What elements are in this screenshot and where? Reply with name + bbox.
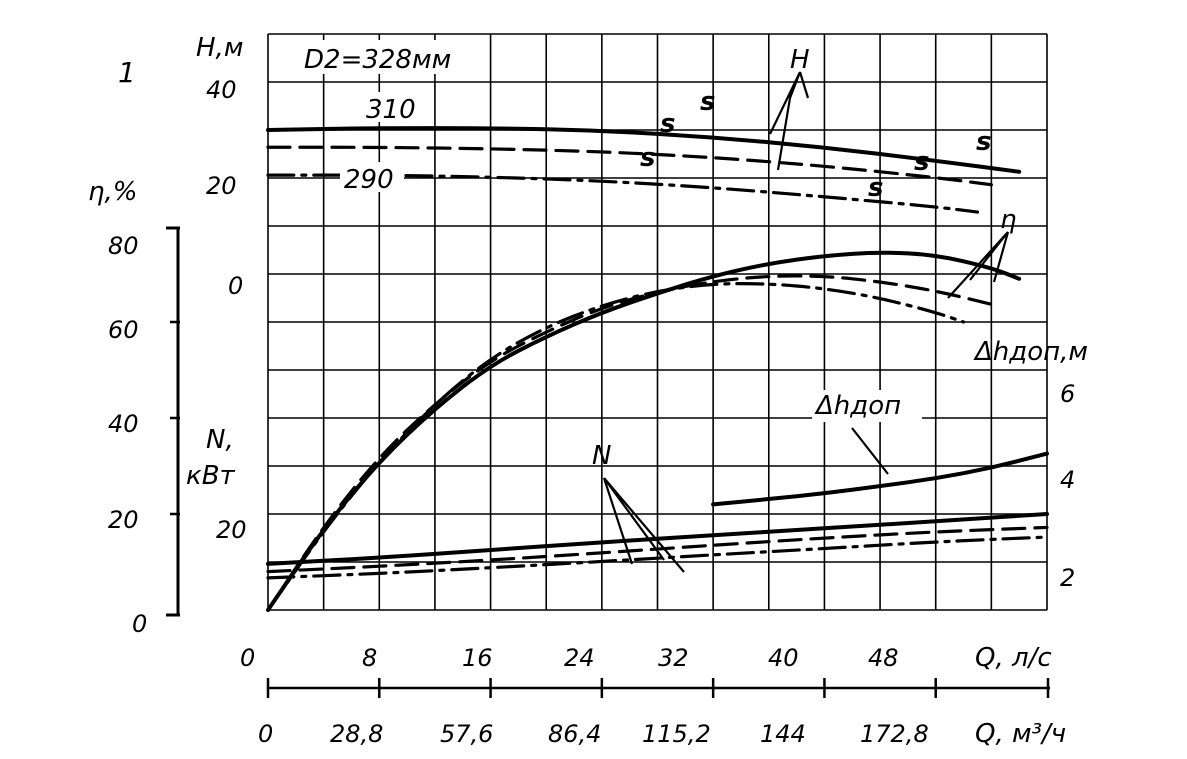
head-tick-40: 40: [206, 76, 237, 104]
power-curve-290: [266, 535, 1049, 580]
efficiency-tick-40: 40: [108, 410, 139, 438]
x2-tick-144: 144: [760, 720, 806, 748]
x2-tick-86-4: 86,4: [548, 720, 601, 748]
head-tick-0: 0: [228, 272, 243, 300]
efficiency-tick-20: 20: [108, 506, 139, 534]
leader-lines: [602, 71, 1010, 573]
x2-tick-57-6: 57,6: [440, 720, 493, 748]
x2-tick-28-8: 28,8: [330, 720, 383, 748]
x-tick-8: 8: [362, 644, 377, 672]
figure-number: 1: [118, 56, 136, 89]
x2-tick-172-8: 172,8: [860, 720, 929, 748]
npsh-tick-6: 6: [1060, 380, 1075, 408]
npsh-tick-4: 4: [1060, 466, 1075, 494]
power-group-label: N: [592, 441, 611, 471]
s-marker: s: [976, 127, 991, 157]
npsh-axis-label: Δhдоп,м: [973, 337, 1088, 367]
npsh-curve-main: [711, 451, 1049, 507]
s-marker: s: [700, 87, 715, 117]
x2-tick-115-2: 115,2: [642, 720, 711, 748]
s-marker: s: [660, 109, 675, 139]
s-marker: s: [914, 147, 929, 177]
x-tick-24: 24: [564, 644, 595, 672]
head-tick-20: 20: [206, 172, 237, 200]
x-tick-48: 48: [868, 644, 899, 672]
efficiency-group-label: η: [1000, 205, 1016, 235]
power-tick-20: 20: [216, 516, 247, 544]
x2-tick-0: 0: [258, 720, 273, 748]
x2-axis-label: Q, м³/ч: [975, 719, 1066, 749]
x-tick-0: 0: [240, 644, 255, 672]
x-tick-16: 16: [462, 644, 493, 672]
efficiency-curve-310: [266, 274, 993, 612]
diameter-label-328: D2=328мм: [304, 45, 451, 75]
x-axis-label: Q, л/с: [975, 643, 1052, 673]
x-tick-32: 32: [658, 644, 689, 672]
head-axis-label: H,м: [196, 33, 243, 63]
head-group-label: H: [790, 45, 810, 75]
s-marker: s: [868, 173, 883, 203]
npsh-curve-label: Δhдоп: [814, 391, 901, 421]
head-curve-310: [266, 145, 993, 187]
npsh-tick-2: 2: [1060, 564, 1075, 592]
efficiency-tick-0: 0: [132, 610, 147, 638]
head-curve-328: [266, 126, 1022, 174]
efficiency-curve-328: [266, 250, 1022, 612]
secondary-x-axis-ticks: [266, 678, 1050, 698]
diameter-label-290: 290: [344, 165, 394, 195]
power-axis-label-line2: кВт: [186, 461, 236, 491]
diameter-label-310: 310: [366, 95, 416, 125]
s-marker: s: [640, 143, 655, 173]
efficiency-tick-80: 80: [108, 232, 139, 260]
efficiency-axis-label: η,%: [88, 177, 137, 207]
power-axis-label-line1: N,: [206, 425, 234, 455]
power-curve-310: [266, 525, 1049, 574]
power-curve-328: [266, 512, 1049, 566]
efficiency-tick-60: 60: [108, 316, 139, 344]
efficiency-curve-290: [266, 282, 966, 612]
x-tick-40: 40: [768, 644, 799, 672]
